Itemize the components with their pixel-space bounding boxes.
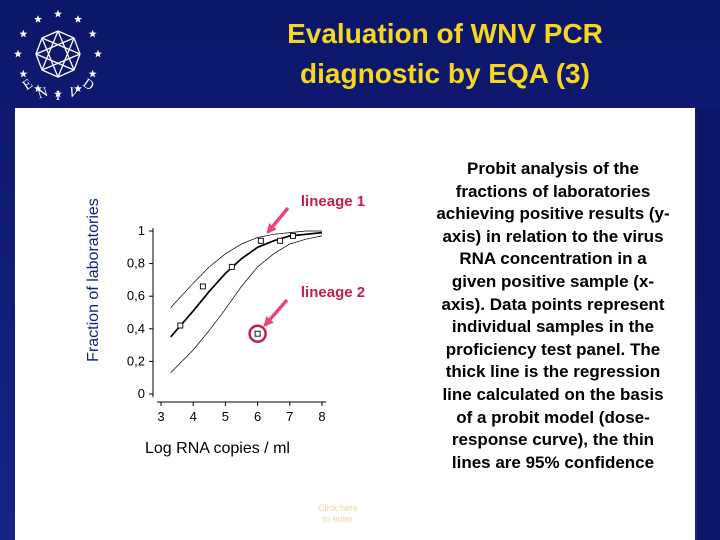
- x-tick-label: 3: [157, 409, 164, 424]
- y-tick-label: 0,4: [127, 321, 145, 336]
- right-edge-strip: [697, 108, 720, 540]
- logo-star-icon: [34, 84, 42, 93]
- x-tick-label: 4: [190, 409, 197, 424]
- highlight-circle: [248, 324, 267, 343]
- logo-letter: N: [36, 85, 50, 102]
- y-tick-label: 1: [138, 223, 145, 238]
- logo-letter: V: [66, 85, 80, 102]
- annotation-arrow: [263, 298, 289, 327]
- logo-star-icon: [34, 15, 42, 23]
- description-line: proficiency test panel. The: [445, 339, 661, 359]
- data-point: [290, 232, 296, 239]
- confidence-upper-line: [170, 230, 322, 308]
- content-panel: [15, 108, 695, 540]
- logo-star-icon: [88, 69, 97, 78]
- logo-star-icon: [74, 84, 82, 93]
- logo-star-icon: [14, 49, 22, 58]
- x-tick-label: 8: [318, 409, 325, 424]
- watermark-line-2: to enter: [322, 514, 354, 524]
- description-line: achieving positive results (y-: [436, 204, 670, 224]
- description-line: axis) in relation to the virus: [442, 226, 664, 246]
- x-tick-label: 5: [222, 409, 229, 424]
- description-line: Probit analysis of the: [467, 159, 639, 178]
- slide-title: Evaluation of WNV PCR diagnostic by EQA …: [215, 14, 675, 94]
- annotation-arrow: [266, 206, 290, 234]
- logo-letter: I: [56, 89, 61, 104]
- x-tick-label: 6: [254, 409, 261, 424]
- watermark-line-1: Click here: [318, 503, 359, 513]
- x-axis-label: Log RNA copies / ml: [145, 440, 290, 457]
- title-line-1: Evaluation of WNV PCR: [287, 18, 603, 49]
- description-text: Probit analysis of the fractions of labor…: [388, 158, 718, 474]
- description-line: of a probit model (dose-: [456, 407, 650, 427]
- data-point: [177, 322, 184, 329]
- watermark-text: Click here to enter: [318, 503, 358, 525]
- logo-star-icon: [19, 29, 28, 38]
- description-line: lines are 95% confidence: [451, 452, 655, 472]
- y-tick-label: 0: [138, 386, 145, 401]
- description-line: RNA concentration in a: [459, 249, 647, 269]
- y-tick-label: 0,8: [127, 256, 145, 271]
- data-point: [257, 237, 264, 244]
- x-tick-label: 7: [286, 409, 293, 424]
- logo-star-icon: [74, 15, 82, 23]
- description-line: thick line is the regression: [445, 362, 661, 382]
- logo-star-icon: [88, 29, 97, 38]
- logo-star-icon: [54, 9, 62, 18]
- logo-star-icon: [94, 49, 102, 58]
- description-line: individual samples in the: [451, 317, 655, 337]
- annotation-label: lineage 2: [301, 284, 365, 301]
- data-point: [228, 263, 235, 270]
- data-point: [199, 283, 206, 290]
- data-point: [277, 237, 284, 244]
- title-line-2: diagnostic by EQA (3): [300, 58, 590, 89]
- logo-star-icon: [19, 69, 28, 78]
- description-line: axis). Data points represent: [441, 294, 665, 314]
- description-line: line calculated on the basis: [442, 384, 664, 404]
- description-line: response curve), the thin: [451, 430, 655, 450]
- data-point: [254, 330, 261, 337]
- description-line: given positive sample (x-: [451, 271, 655, 291]
- logo-star-icon: [54, 89, 62, 98]
- annotation-label: lineage 1: [301, 193, 365, 210]
- regression-line: [170, 231, 323, 338]
- y-tick-label: 0,6: [127, 288, 145, 303]
- description-line: fractions of laboratories: [455, 181, 651, 201]
- y-tick-label: 0,2: [127, 353, 145, 368]
- confidence-lower-line: [170, 235, 323, 374]
